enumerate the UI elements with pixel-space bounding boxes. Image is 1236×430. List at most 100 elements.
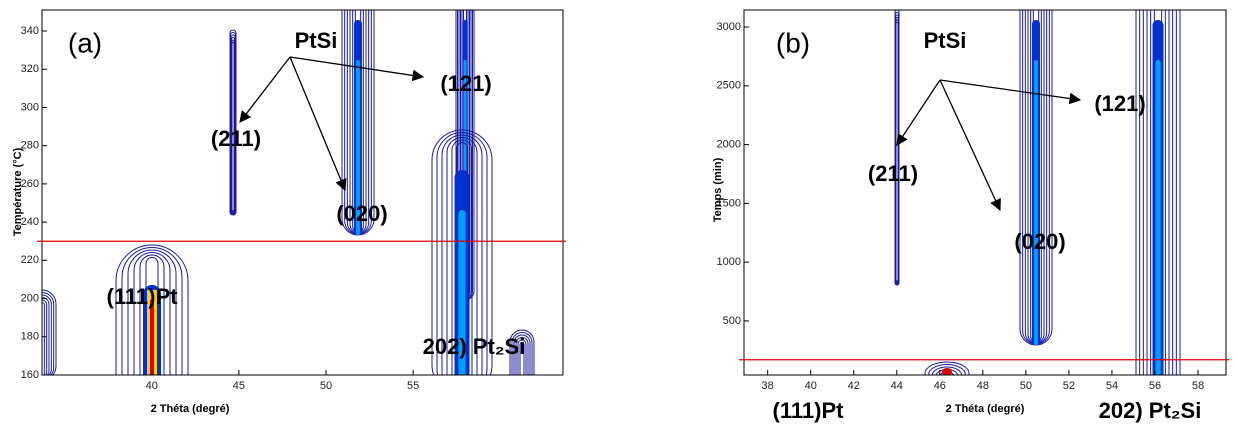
annotation: PtSi: [924, 28, 967, 53]
contour-core: [1155, 60, 1161, 375]
contour: [928, 364, 966, 375]
x-tick-label: 40: [805, 380, 817, 392]
contour-plot: [42, 10, 535, 375]
arrow: [289, 56, 347, 192]
x-axis-label: 2 Théta (degré): [946, 403, 1025, 415]
y-tick-label: 300: [21, 101, 39, 113]
y-tick-label: 320: [21, 63, 39, 75]
contour: [231, 42, 235, 212]
annotation: 202) Pt₂Si: [423, 334, 526, 359]
y-tick-label: 280: [21, 140, 39, 152]
contour: [230, 34, 236, 214]
x-tick-label: 54: [1106, 380, 1118, 392]
contour: [127, 249, 177, 375]
contour: [133, 252, 171, 375]
y-tick-label: 240: [21, 216, 39, 228]
y-tick-label: 220: [21, 254, 39, 266]
x-tick-label: 48: [977, 380, 989, 392]
contour: [42, 297, 50, 375]
x-tick-label: 55: [407, 380, 419, 392]
contour: [436, 132, 488, 375]
contour: [517, 339, 527, 375]
contour: [145, 257, 159, 375]
x-tick-label: 52: [1063, 380, 1075, 392]
contour: [1019, 10, 1053, 346]
contour: [341, 10, 375, 236]
panel-label: (b): [776, 27, 810, 58]
contour: [515, 337, 529, 375]
annotation: (211): [868, 161, 918, 186]
contour: [1030, 10, 1042, 342]
contour: [519, 342, 525, 375]
plot-frame: [41, 9, 564, 376]
contour: [346, 10, 370, 234]
x-tick-label: 40: [146, 380, 158, 392]
annotation: (121): [440, 71, 491, 96]
contour: [139, 254, 165, 375]
contour: [1027, 10, 1045, 343]
y-axis-label: Température (°C): [12, 147, 24, 236]
arrow: [939, 79, 1082, 105]
contour-core: [1034, 59, 1038, 346]
x-tick-label: 58: [1192, 380, 1204, 392]
arrow: [896, 79, 941, 146]
contour: [513, 334, 531, 375]
contour: [42, 289, 57, 375]
annotation: 202) Pt₂Si: [1099, 398, 1202, 423]
contour: [231, 37, 235, 213]
x-tick-label: 46: [934, 380, 946, 392]
contour: [924, 361, 970, 375]
y-tick-label: 3000: [717, 21, 741, 33]
contour: [42, 292, 55, 375]
contour: [42, 302, 45, 375]
contour: [115, 244, 189, 375]
y-tick-label: 200: [21, 292, 39, 304]
x-axis-label: 2 Théta (degré): [151, 403, 230, 415]
contour: [895, 22, 899, 282]
contour: [121, 247, 183, 375]
arrow: [289, 56, 425, 82]
annotation: (020): [1014, 229, 1065, 254]
contour-core: [356, 59, 360, 236]
contour: [42, 299, 48, 375]
annotation: (211): [211, 126, 261, 151]
x-tick-label: 50: [1020, 380, 1032, 392]
contour: [446, 137, 478, 375]
y-tick-label: 180: [21, 331, 39, 343]
contour: [1024, 10, 1048, 344]
contour-hot: [150, 300, 154, 375]
annotation: (020): [336, 201, 387, 226]
y-tick-label: 1000: [717, 256, 741, 268]
contour-hot: [942, 368, 952, 375]
contour: [511, 332, 533, 375]
contour-plot: [894, 10, 1181, 375]
contour: [441, 134, 483, 375]
contour: [352, 10, 364, 233]
annotation: (111)Pt: [773, 398, 845, 423]
contour: [935, 369, 959, 375]
contour: [230, 32, 236, 215]
arrow: [239, 56, 291, 123]
y-tick-label: 1500: [717, 197, 741, 209]
annotation: PtSi: [295, 28, 338, 53]
x-tick-label: 56: [1149, 380, 1161, 392]
y-axis-label: Temps (min): [712, 157, 724, 222]
contour: [931, 366, 963, 375]
arrow: [939, 79, 1001, 212]
contour: [431, 129, 493, 375]
x-tick-label: 42: [848, 380, 860, 392]
contour: [456, 142, 468, 375]
y-tick-label: 500: [723, 315, 741, 327]
x-tick-label: 50: [320, 380, 332, 392]
annotation: (121): [1094, 91, 1145, 116]
annotation: (111)Pt: [107, 284, 179, 309]
panel-label: (a): [68, 27, 102, 58]
x-tick-label: 38: [762, 380, 774, 392]
y-tick-label: 2500: [717, 80, 741, 92]
x-tick-label: 45: [233, 380, 245, 392]
plot-frame: [743, 9, 1227, 376]
y-tick-label: 160: [21, 369, 39, 381]
y-tick-label: 340: [21, 25, 39, 37]
y-tick-label: 260: [21, 178, 39, 190]
